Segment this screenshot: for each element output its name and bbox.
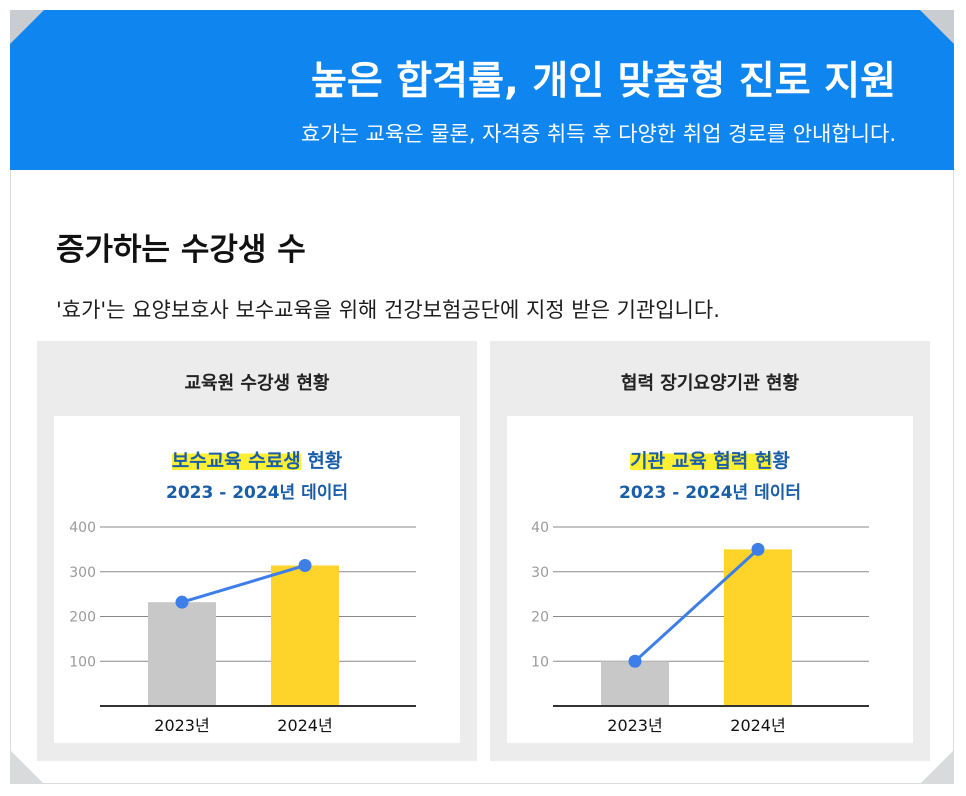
partners-panel: 협력 장기요양기관 현황 기관 교육 협력 현황 2023 - 2024년 데이…	[490, 341, 930, 761]
series-line	[633, 548, 760, 663]
banner-subtitle: 효가는 교육은 물론, 자격증 취득 후 다양한 취업 경로를 안내합니다.	[300, 122, 896, 146]
section-title: 증가하는 수강생 수	[56, 232, 306, 268]
panel-title: 교육원 수강생 현황	[184, 373, 330, 394]
chart-title: 보수교육 수료생 현황	[54, 446, 460, 473]
bar	[148, 602, 216, 706]
partners-chart: 10 20 30 40 2023년 2024년	[531, 520, 869, 735]
chart-card: 보수교육 수료생 현황 2023 - 2024년 데이터 100 200 300 40…	[54, 416, 460, 743]
y-tick-label: 20	[531, 610, 549, 626]
chart-title-rest: 황	[772, 450, 790, 472]
section-description: '효가'는 요양보호사 보수교육을 위해 건강보험공단에 지정 받은 기관입니다…	[56, 298, 720, 322]
corner-decoration	[920, 10, 954, 44]
x-tick-label: 2024년	[277, 716, 332, 735]
y-tick-label: 100	[69, 654, 96, 670]
y-tick-label: 30	[531, 565, 549, 581]
bar	[601, 661, 669, 706]
y-tick-label: 300	[69, 565, 96, 581]
students-chart: 100 200 300 400 2023년 2024년	[69, 520, 416, 735]
y-tick-label: 400	[69, 520, 96, 536]
chart-title-rest: 현황	[300, 450, 343, 472]
panel-title: 협력 장기요양기관 현황	[620, 373, 800, 394]
y-tick-label: 200	[69, 610, 96, 626]
corner-decoration	[10, 10, 44, 44]
chart-title: 기관 교육 협력 현황	[507, 446, 913, 473]
series-line	[181, 564, 306, 604]
x-tick-label: 2023년	[154, 716, 209, 735]
bar	[271, 565, 339, 706]
data-point	[175, 595, 189, 609]
x-tick-label: 2024년	[730, 716, 785, 735]
chart-card: 기관 교육 협력 현황 2023 - 2024년 데이터 10 20 30 40 202…	[507, 416, 913, 743]
data-point	[298, 558, 312, 572]
chart-title-highlight: 기관 교육 협력 현	[630, 450, 773, 472]
students-panel: 교육원 수강생 현황 보수교육 수료생 현황 2023 - 2024년 데이터 …	[37, 341, 477, 761]
x-tick-label: 2023년	[607, 716, 662, 735]
banner-title: 높은 합격률, 개인 맞춤형 진로 지원	[310, 59, 896, 104]
chart-title-highlight: 보수교육 수료생	[171, 450, 301, 472]
data-point	[751, 542, 765, 556]
chart-subtitle: 2023 - 2024년 데이터	[166, 483, 348, 503]
y-tick-label: 10	[531, 654, 549, 670]
bar	[724, 549, 792, 706]
chart-subtitle: 2023 - 2024년 데이터	[619, 483, 801, 503]
data-point	[628, 654, 642, 668]
y-tick-label: 40	[531, 520, 549, 536]
header-banner: 높은 합격률, 개인 맞춤형 진로 지원 효가는 교육은 물론, 자격증 취득 …	[10, 10, 954, 170]
